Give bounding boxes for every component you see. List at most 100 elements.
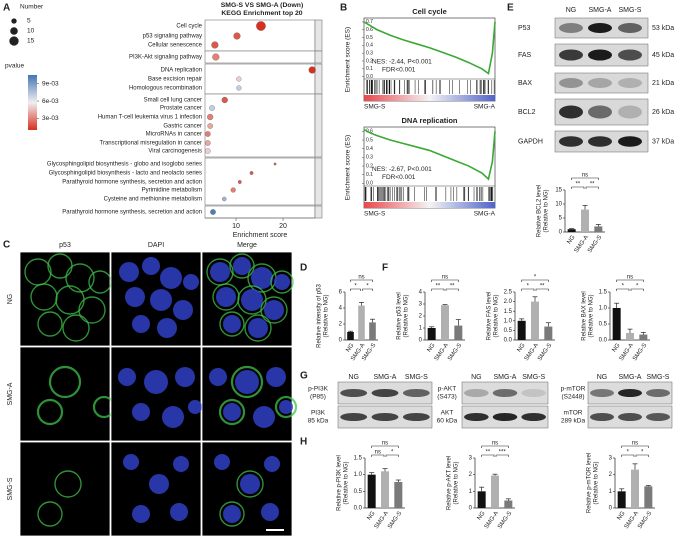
- bar: [477, 491, 486, 508]
- size-legend-dot: [9, 36, 19, 46]
- cell-nucleus: [261, 503, 279, 521]
- x-axis-label: Enrichment score: [233, 232, 288, 239]
- significance-bracket: [431, 279, 459, 282]
- cell-nucleus: [251, 267, 273, 289]
- y-tick-label: 0: [609, 506, 613, 512]
- x-tick-label: SMG-S: [387, 511, 403, 531]
- bar: [441, 305, 449, 340]
- protein-label: p-AKT: [438, 386, 456, 393]
- size-legend-label: 10: [27, 28, 35, 35]
- significance-label: *: [627, 450, 630, 456]
- dot: [233, 32, 241, 40]
- cell-nucleus: [266, 367, 286, 387]
- micrograph: [19, 441, 111, 537]
- rank-gradient: [364, 202, 495, 208]
- significance-bracket: [350, 279, 373, 282]
- y-axis-label: Relative p-AKT level: [447, 456, 453, 510]
- protein-label: PI3K: [311, 410, 326, 417]
- cell-nucleus: [119, 262, 139, 282]
- cell-nucleus: [240, 474, 260, 494]
- row-label: SMG-A: [7, 382, 14, 405]
- y-tick-label: 1.5: [354, 456, 363, 462]
- cell-nucleus: [209, 368, 227, 386]
- category-label: Parathyroid hormone synthesis, secretion…: [62, 180, 202, 186]
- cell-nucleus: [132, 315, 150, 333]
- cell-nucleus: [173, 300, 193, 320]
- bar: [491, 475, 499, 508]
- x-tick-label: NG: [427, 342, 437, 353]
- significance-bracket: [635, 454, 649, 457]
- annotation: FDR<0.001: [382, 67, 416, 74]
- band: [618, 413, 642, 421]
- y-tick-label: 0: [469, 506, 473, 512]
- category-label: Cellular senescence: [148, 43, 203, 49]
- lane-label: NG: [597, 374, 608, 381]
- y-axis-label: Relative p-PI3K level: [337, 455, 343, 511]
- y-tick-label: 1.0: [354, 472, 363, 478]
- group-tab: [314, 93, 323, 158]
- band: [492, 389, 518, 397]
- significance-bracket: [371, 454, 385, 457]
- x-tick-label: NG: [477, 510, 487, 521]
- significance-label: *: [354, 284, 357, 290]
- y-tick-label: 1.0: [599, 306, 608, 312]
- category-label: Small cell lung cancer: [144, 98, 202, 104]
- cell-nucleus: [175, 367, 195, 387]
- group-tab: [314, 157, 323, 206]
- micrograph: [19, 251, 111, 347]
- y-axis-label: (Relative to NG): [494, 294, 500, 337]
- y-tick-label: 0.3: [366, 155, 373, 161]
- cell-nucleus: [170, 503, 188, 521]
- end-label: SMG-S: [364, 104, 386, 111]
- colorbar-tick-label: 9e-03: [42, 80, 59, 87]
- band: [559, 49, 583, 61]
- x-tick-label: NG: [345, 342, 355, 353]
- significance-label: ns: [375, 450, 381, 456]
- category-label: Cell cycle: [176, 24, 202, 30]
- significance-bracket: [371, 445, 399, 448]
- y-tick-label: 0.0: [504, 338, 513, 344]
- category-label: Homologous recombination: [129, 86, 202, 92]
- cell-nucleus: [274, 274, 290, 290]
- y-axis-label: (Relative to NG): [454, 461, 460, 504]
- panel-label: D: [300, 263, 307, 274]
- x-tick-label: NG: [617, 510, 627, 521]
- cell-nucleus: [223, 315, 241, 333]
- bar: [581, 209, 589, 232]
- band: [464, 413, 489, 421]
- panel-label: A: [3, 3, 10, 14]
- protein-label: (S473): [437, 394, 457, 401]
- dot: [204, 148, 211, 154]
- band: [588, 136, 612, 147]
- protein-label: FAS: [518, 52, 532, 59]
- significance-bracket: [481, 454, 495, 457]
- y-axis-label: Relative BCL2 level: [537, 185, 543, 237]
- group-tab: [314, 50, 323, 64]
- dot: [249, 171, 254, 175]
- band: [559, 78, 583, 88]
- bar: [617, 491, 626, 508]
- cell-nucleus: [183, 274, 199, 290]
- cell-nucleus: [235, 370, 259, 394]
- y-tick-label: 1.0: [504, 318, 513, 324]
- bar: [626, 332, 634, 340]
- lane-label: NG: [566, 7, 577, 14]
- category-label: Human T-cell leukemia virus 1 infection: [98, 115, 202, 121]
- cell-p53: [78, 296, 106, 324]
- bar: [631, 469, 639, 508]
- y-axis-label: (Relative to NG): [404, 294, 410, 337]
- cell-nucleus: [160, 267, 182, 289]
- protein-label: p-mTOR: [561, 386, 586, 393]
- panel-label: F: [382, 263, 388, 274]
- band: [588, 78, 612, 88]
- cell-p53: [218, 398, 246, 426]
- bar: [347, 332, 354, 340]
- band: [618, 78, 642, 88]
- cell-nucleus: [132, 505, 150, 523]
- cell-p53: [260, 296, 288, 324]
- group-frame: [204, 93, 316, 158]
- protein-label: (P85): [310, 394, 326, 401]
- cell-nucleus: [253, 406, 275, 428]
- size-label: 53 kDa: [652, 25, 674, 32]
- group-tab: [314, 19, 323, 52]
